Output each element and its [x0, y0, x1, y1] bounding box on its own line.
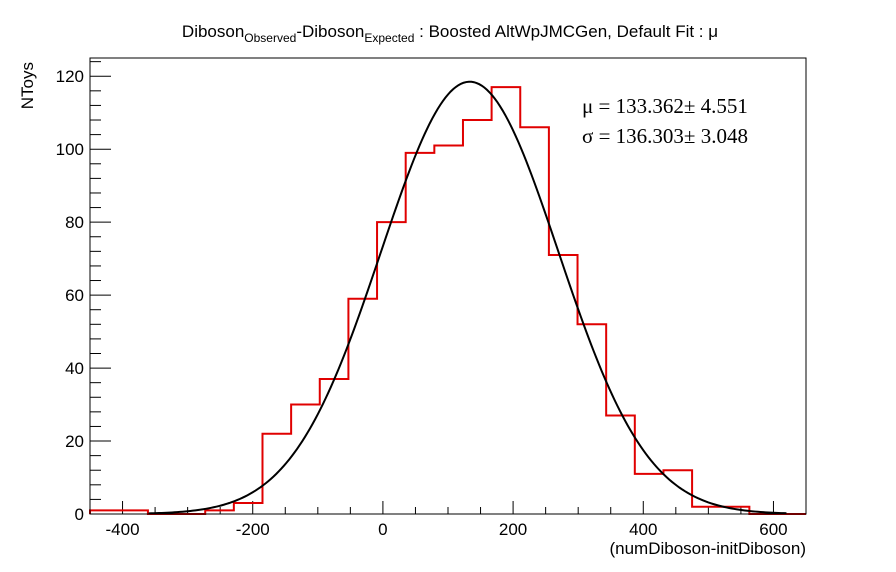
x-tick-label: 400 [629, 520, 657, 539]
x-tick-label: 200 [499, 520, 527, 539]
title-sub1: Observed [244, 31, 296, 45]
y-tick-label: 40 [65, 359, 84, 378]
y-tick-label: 0 [75, 505, 84, 524]
histogram-outline [89, 86, 806, 515]
plot-frame [89, 57, 807, 515]
stat-sigma: σ = 136.303± 3.048 [582, 124, 748, 148]
fit-series [148, 80, 787, 515]
y-axis-label: NToys [18, 62, 37, 109]
y-tick-label: 120 [56, 67, 84, 86]
fit-curve [148, 80, 787, 515]
y-tick-label: 100 [56, 140, 84, 159]
axis-ticks: -400 -200 0 200 400 600 0 20 40 60 80 100 120 [56, 61, 807, 539]
y-tick-label: 20 [65, 432, 84, 451]
x-tick-label: -200 [236, 520, 270, 539]
x-tick-label: 0 [378, 520, 387, 539]
stat-mu: μ = 133.362± 4.551 [582, 94, 748, 118]
title-part3: : Boosted AltWpJMCGen, Default Fit : μ [414, 22, 718, 41]
title-part1: Diboson [182, 22, 244, 41]
title-part2: -Diboson [296, 22, 364, 41]
y-tick-label: 80 [65, 213, 84, 232]
x-tick-label: 600 [759, 520, 787, 539]
x-axis-label: (numDiboson-initDiboson) [609, 539, 806, 558]
y-tick-label: 60 [65, 286, 84, 305]
chart-title: DibosonObserved-DibosonExpected : Booste… [182, 22, 718, 45]
x-tick-label: -400 [106, 520, 140, 539]
title-sub2: Expected [364, 31, 414, 45]
histogram-series [89, 86, 806, 515]
